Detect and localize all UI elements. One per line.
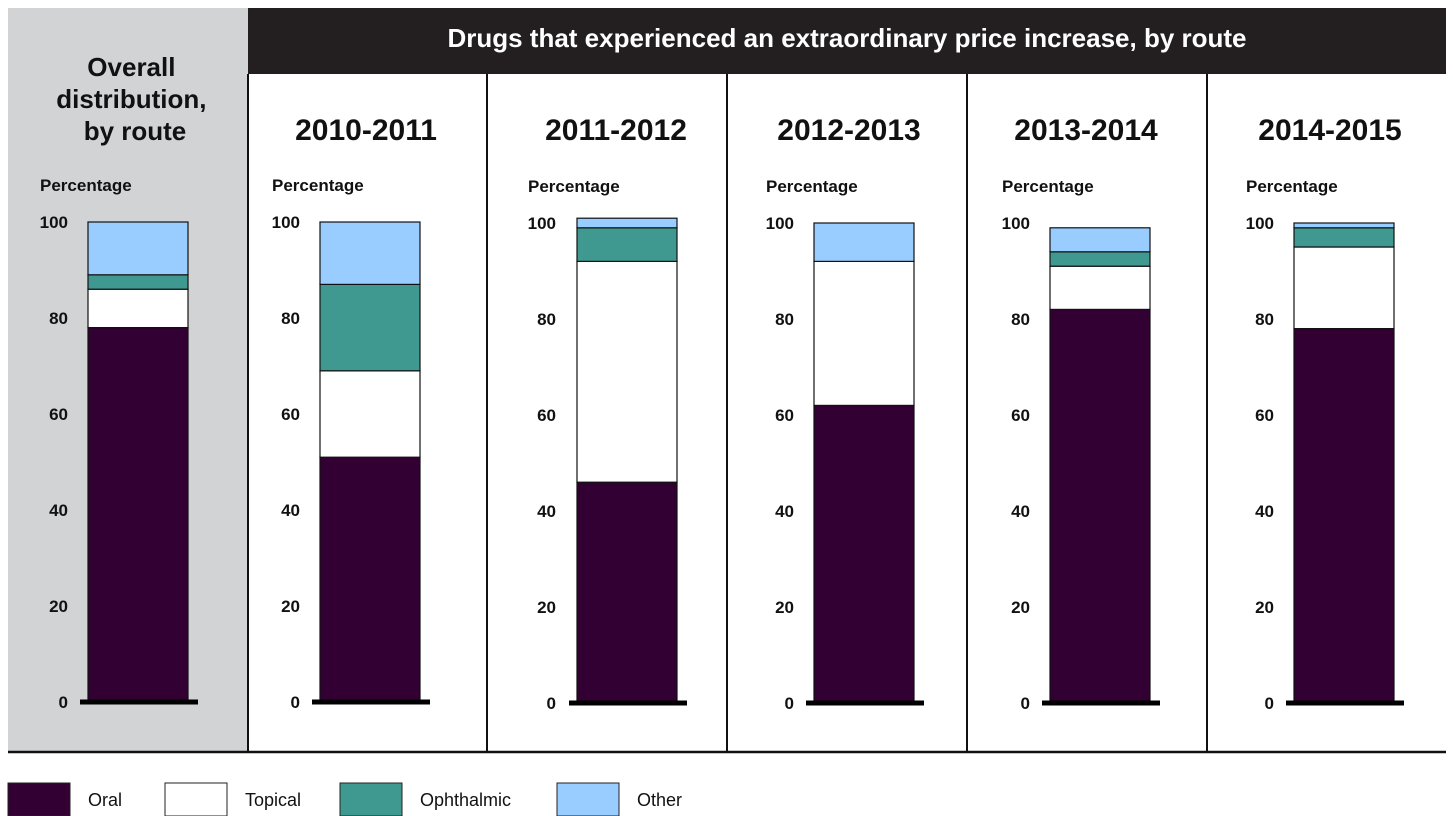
bar-segment-topical bbox=[87, 288, 189, 329]
y-tick-label: 40 bbox=[775, 502, 794, 521]
panel-title-2010-2011: 2010-2011 bbox=[295, 114, 437, 147]
y-tick-label: 60 bbox=[775, 406, 794, 425]
y-tick-label: 20 bbox=[281, 597, 300, 616]
bar-segment-oral bbox=[87, 327, 189, 703]
bar-segment-other bbox=[1293, 222, 1395, 229]
bar-segment-topical bbox=[576, 260, 678, 483]
panel-title-2014-2015: 2014-2015 bbox=[1258, 114, 1401, 147]
bar-segment-topical bbox=[1049, 265, 1151, 311]
bar-segment-ophthalmic bbox=[319, 283, 421, 372]
legend-swatch-oral bbox=[7, 782, 71, 816]
bar-segment-ophthalmic bbox=[1293, 227, 1395, 248]
y-tick-label: 80 bbox=[537, 310, 556, 329]
y-tick-label: 60 bbox=[537, 406, 556, 425]
y-axis-title: Percentage bbox=[528, 177, 620, 196]
legend: Oral Topical Ophthalmic Other bbox=[7, 782, 682, 816]
header-bar bbox=[248, 8, 1446, 74]
bar-segment-oral bbox=[576, 481, 678, 704]
bar-segment-topical bbox=[319, 370, 421, 458]
y-tick-label: 20 bbox=[49, 597, 68, 616]
bar-segment-other bbox=[576, 217, 678, 229]
bar-segment-oral bbox=[1293, 328, 1395, 704]
bar-segment-other bbox=[813, 222, 915, 263]
legend-swatch-ophthalmic bbox=[339, 782, 403, 816]
bar-segment-other bbox=[87, 221, 189, 276]
legend-label-oral: Oral bbox=[88, 790, 122, 810]
y-tick-label: 100 bbox=[272, 213, 300, 232]
y-axis-title: Percentage bbox=[766, 177, 858, 196]
chart-panel: 0 20 40 60 80 100 bbox=[272, 213, 430, 712]
bar-segment-oral bbox=[319, 456, 421, 703]
panel-title-overall-line-2: distribution, bbox=[56, 84, 206, 114]
y-axis-title: Percentage bbox=[1246, 177, 1338, 196]
y-tick-label: 40 bbox=[1255, 502, 1274, 521]
chart-panel: 0 20 40 60 80 100 bbox=[528, 214, 687, 713]
panel-title-overall: Overall distribution, by route bbox=[56, 52, 213, 146]
y-tick-label: 80 bbox=[49, 309, 68, 328]
panel-title-2013-2014: 2013-2014 bbox=[1014, 114, 1158, 147]
y-tick-label: 100 bbox=[766, 214, 794, 233]
panel-title-overall-line-1: Overall bbox=[87, 52, 175, 82]
y-tick-label: 0 bbox=[1021, 694, 1030, 713]
bar-segment-topical bbox=[1293, 246, 1395, 330]
y-tick-label: 40 bbox=[49, 501, 68, 520]
y-tick-label: 80 bbox=[1011, 310, 1030, 329]
y-tick-label: 20 bbox=[775, 598, 794, 617]
y-tick-label: 0 bbox=[291, 693, 300, 712]
y-tick-label: 0 bbox=[1265, 694, 1274, 713]
y-tick-label: 20 bbox=[1011, 598, 1030, 617]
chart-panel: 0 20 40 60 80 100 bbox=[40, 213, 198, 712]
y-tick-label: 100 bbox=[1002, 214, 1030, 233]
y-tick-label: 0 bbox=[547, 694, 556, 713]
chart-panel: 0 20 40 60 80 100 bbox=[766, 214, 924, 713]
panel-title-2011-2012: 2011-2012 bbox=[545, 114, 687, 147]
chart-panel: 0 20 40 60 80 100 bbox=[1002, 214, 1160, 713]
bar-segment-oral bbox=[813, 404, 915, 704]
y-tick-label: 0 bbox=[59, 693, 68, 712]
y-axis-title: Percentage bbox=[1002, 177, 1094, 196]
y-axis-title: Percentage bbox=[272, 176, 364, 195]
y-tick-label: 0 bbox=[785, 694, 794, 713]
chart-panel: 0 20 40 60 80 100 bbox=[1246, 214, 1404, 713]
legend-swatch-other bbox=[556, 782, 620, 816]
bar-segment-ophthalmic bbox=[87, 274, 189, 290]
y-tick-label: 60 bbox=[1255, 406, 1274, 425]
y-tick-label: 60 bbox=[49, 405, 68, 424]
y-tick-label: 60 bbox=[1011, 406, 1030, 425]
legend-label-topical: Topical bbox=[245, 790, 301, 810]
y-tick-label: 20 bbox=[1255, 598, 1274, 617]
y-tick-label: 60 bbox=[281, 405, 300, 424]
y-tick-label: 40 bbox=[281, 501, 300, 520]
bar-segment-topical bbox=[813, 260, 915, 406]
y-tick-label: 20 bbox=[537, 598, 556, 617]
legend-label-ophthalmic: Ophthalmic bbox=[420, 790, 511, 810]
y-tick-label: 80 bbox=[281, 309, 300, 328]
y-tick-label: 100 bbox=[40, 213, 68, 232]
header-title: Drugs that experienced an extraordinary … bbox=[447, 23, 1246, 53]
y-tick-label: 80 bbox=[775, 310, 794, 329]
legend-label-other: Other bbox=[637, 790, 682, 810]
y-tick-label: 100 bbox=[1246, 214, 1274, 233]
panel-title-overall-line-3: by route bbox=[84, 116, 187, 146]
y-tick-label: 100 bbox=[528, 214, 556, 233]
stacked-bar-charts: 0 20 40 60 80 100 0 20 40 60 80 100 0 20 40 60 80 100 0 20 4… bbox=[40, 213, 1404, 713]
bar-segment-ophthalmic bbox=[576, 227, 678, 263]
bar-segment-oral bbox=[1049, 308, 1151, 704]
legend-swatch-topical bbox=[164, 782, 228, 816]
bar-segment-other bbox=[1049, 227, 1151, 253]
y-tick-label: 80 bbox=[1255, 310, 1274, 329]
bar-segment-ophthalmic bbox=[1049, 251, 1151, 267]
y-tick-label: 40 bbox=[1011, 502, 1030, 521]
y-tick-label: 40 bbox=[537, 502, 556, 521]
bar-segment-other bbox=[319, 221, 421, 286]
y-axis-title: Percentage bbox=[40, 176, 132, 195]
panel-title-2012-2013: 2012-2013 bbox=[777, 114, 920, 147]
